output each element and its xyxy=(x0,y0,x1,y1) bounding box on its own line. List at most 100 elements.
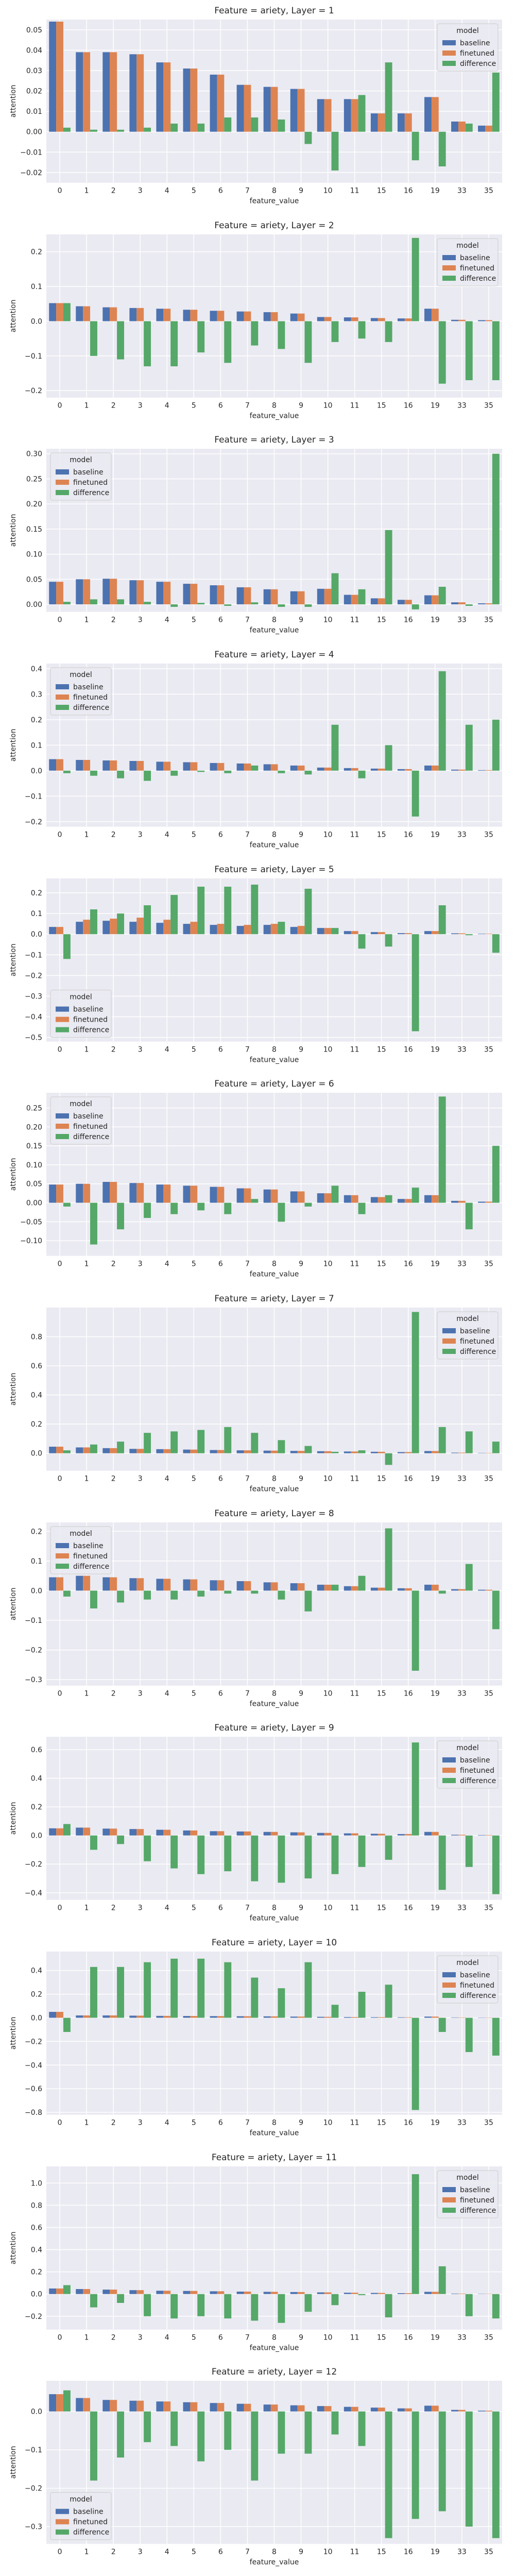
bar-baseline-6 xyxy=(210,2403,217,2412)
bar-difference-9 xyxy=(304,888,312,934)
legend-label: baseline xyxy=(73,1005,104,1013)
legend-swatch-difference xyxy=(56,1134,70,1140)
bar-finetuned-2 xyxy=(110,52,117,132)
bar-baseline-5 xyxy=(183,1831,191,1836)
bar-finetuned-3 xyxy=(136,2015,144,2018)
x-tick-label: 9 xyxy=(299,1260,303,1268)
x-tick-label: 33 xyxy=(457,1689,467,1698)
x-tick-label: 6 xyxy=(218,187,223,195)
legend-label: difference xyxy=(460,2207,496,2215)
bar-baseline-16 xyxy=(397,1199,405,1203)
bar-difference-35 xyxy=(492,934,500,953)
bar-finetuned-5 xyxy=(190,762,198,771)
legend-swatch-baseline xyxy=(442,255,456,260)
bar-finetuned-4 xyxy=(163,2401,171,2412)
bar-baseline-5 xyxy=(183,584,191,605)
bar-difference-35 xyxy=(492,1146,500,1203)
bar-finetuned-16 xyxy=(404,1452,412,1453)
bar-baseline-15 xyxy=(370,318,378,321)
x-tick-label: 35 xyxy=(484,187,493,195)
legend-label: difference xyxy=(460,1777,496,1785)
bar-difference-16 xyxy=(411,604,419,610)
x-tick-label: 19 xyxy=(431,1904,440,1912)
bar-difference-7 xyxy=(251,1433,259,1453)
legend-title: model xyxy=(456,2174,479,2182)
y-tick-label: 1.0 xyxy=(31,2179,42,2188)
legend-label: finetuned xyxy=(460,2196,494,2205)
bar-baseline-0 xyxy=(49,759,57,771)
bar-chart: −0.3 −0.2 −0.1 0.0 0.1 0.2 0 1 2 3 4 5 6 7 8 9 10 11 15 16 1… xyxy=(9,1509,502,1708)
x-tick-label: 11 xyxy=(350,616,359,624)
bar-baseline-3 xyxy=(129,2290,137,2294)
y-tick-label: −0.05 xyxy=(20,1218,42,1227)
x-axis-label: feature_value xyxy=(250,1056,299,1064)
bar-baseline-16 xyxy=(397,933,405,934)
bar-baseline-2 xyxy=(102,1828,110,1836)
bar-finetuned-0 xyxy=(56,21,63,132)
y-tick-label: −0.02 xyxy=(20,169,42,177)
x-tick-label: 33 xyxy=(457,616,467,624)
bar-finetuned-15 xyxy=(377,2408,385,2412)
bar-baseline-35 xyxy=(478,320,486,321)
bar-difference-16 xyxy=(411,934,419,1031)
legend-swatch-difference xyxy=(442,1992,456,1998)
legend: model baseline finetuned difference xyxy=(437,23,499,72)
legend-title: model xyxy=(70,1530,92,1538)
x-tick-label: 16 xyxy=(404,2548,413,2556)
bar-baseline-9 xyxy=(290,2405,298,2412)
bar-finetuned-2 xyxy=(110,1448,117,1453)
bar-difference-11 xyxy=(358,934,366,948)
bar-difference-5 xyxy=(197,1202,205,1211)
bar-baseline-0 xyxy=(49,1828,57,1836)
bar-baseline-0 xyxy=(49,2011,57,2018)
bar-finetuned-11 xyxy=(351,1451,358,1453)
bar-finetuned-33 xyxy=(458,1835,466,1836)
bar-baseline-4 xyxy=(156,308,164,321)
x-tick-label: 3 xyxy=(138,401,143,410)
bar-difference-1 xyxy=(90,599,97,605)
x-tick-label: 0 xyxy=(58,401,62,410)
x-tick-label: 7 xyxy=(245,616,250,624)
bar-chart: −0.4 −0.2 0.0 0.2 0.4 0.6 0 1 2 3 4 5 6 7 8 9 10 11 15 16 19… xyxy=(9,1723,502,1923)
legend-box xyxy=(50,1096,112,1145)
y-tick-label: 0.01 xyxy=(26,108,42,116)
bar-baseline-15 xyxy=(370,598,378,605)
bar-baseline-3 xyxy=(129,580,137,605)
x-tick-label: 11 xyxy=(350,401,359,410)
y-tick-label: 0.00 xyxy=(26,128,42,137)
bar-difference-15 xyxy=(385,1453,392,1465)
bar-finetuned-8 xyxy=(270,764,278,771)
bar-finetuned-8 xyxy=(270,2016,278,2018)
bar-difference-3 xyxy=(144,2294,151,2316)
bar-difference-15 xyxy=(385,1985,392,2018)
legend-swatch-baseline xyxy=(442,2187,456,2192)
x-tick-label: 4 xyxy=(165,831,169,839)
bar-finetuned-6 xyxy=(217,1187,225,1203)
y-tick-label: −0.8 xyxy=(25,2109,42,2117)
x-tick-label: 6 xyxy=(218,616,223,624)
bar-finetuned-7 xyxy=(244,2403,251,2412)
bar-difference-7 xyxy=(251,1977,259,2018)
bar-baseline-9 xyxy=(290,2016,298,2018)
y-axis-label: attention xyxy=(9,728,18,761)
legend-title: model xyxy=(456,1315,479,1323)
legend: model baseline finetuned difference xyxy=(50,989,112,1038)
legend: model baseline finetuned difference xyxy=(50,1526,112,1574)
bar-difference-1 xyxy=(90,129,97,132)
bar-difference-15 xyxy=(385,745,392,771)
bar-difference-33 xyxy=(465,1202,473,1230)
x-tick-label: 11 xyxy=(350,1045,359,1054)
bar-finetuned-9 xyxy=(297,89,305,132)
legend-box xyxy=(50,667,112,716)
x-tick-label: 33 xyxy=(457,187,467,195)
x-tick-label: 16 xyxy=(404,1045,413,1054)
bar-baseline-33 xyxy=(451,2293,458,2294)
y-tick-label: 0.8 xyxy=(31,2201,42,2210)
bar-difference-9 xyxy=(304,321,312,363)
bar-difference-2 xyxy=(117,599,124,605)
y-tick-label: 0.2 xyxy=(31,1528,42,1536)
bar-baseline-0 xyxy=(49,1577,57,1591)
bar-finetuned-4 xyxy=(163,1829,171,1836)
x-tick-label: 1 xyxy=(84,2548,89,2556)
bar-difference-33 xyxy=(465,934,473,935)
